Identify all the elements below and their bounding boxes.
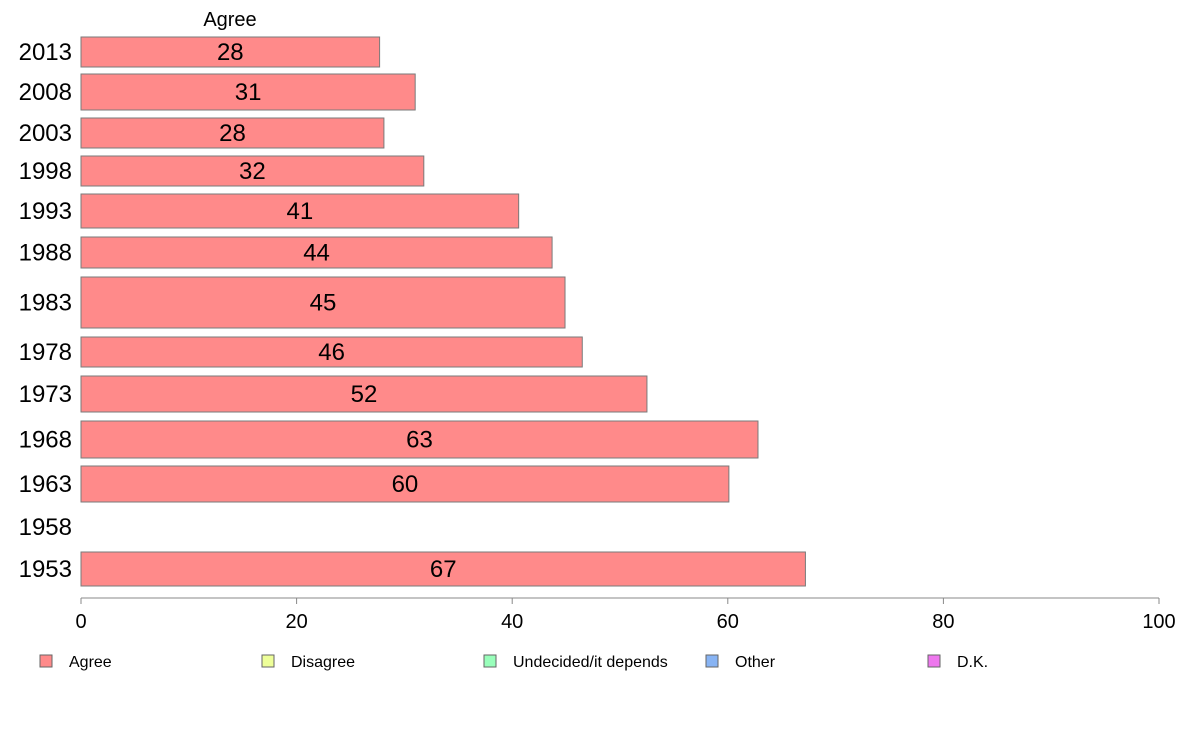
legend-swatch: [39, 654, 53, 668]
x-axis: 0 20 40 60 80 100: [75, 597, 1176, 633]
bar-value-label: 28: [219, 120, 246, 147]
y-tick-label: 1998: [19, 158, 72, 185]
legend-swatch: [483, 654, 497, 668]
series-header: Agree: [203, 9, 256, 31]
legend-label: D.K.: [957, 654, 988, 671]
bar-value-label: 32: [239, 158, 266, 185]
bar-value-label: 67: [430, 556, 457, 583]
legend-label: Agree: [69, 654, 112, 671]
y-tick-label: 1963: [19, 471, 72, 498]
y-tick-label: 2013: [19, 39, 72, 66]
y-tick-label: 1958: [19, 514, 72, 541]
y-tick-label: 1968: [19, 427, 72, 454]
bar: [80, 36, 381, 68]
y-tick-label: 2003: [19, 120, 72, 147]
x-tick-label: 60: [717, 611, 739, 633]
bar-value-label: 52: [351, 381, 378, 408]
bar: [80, 465, 730, 503]
bar: [80, 420, 759, 459]
y-tick-label: 1973: [19, 381, 72, 408]
x-tick-label: 0: [75, 611, 86, 633]
bar: [80, 551, 806, 587]
legend-swatch: [261, 654, 275, 668]
x-tick-label: 100: [1142, 611, 1175, 633]
y-tick-label: 1993: [19, 198, 72, 225]
bar: [80, 155, 425, 187]
bar-value-label: 31: [235, 79, 262, 106]
bar: [80, 276, 566, 329]
x-tick-label: 40: [501, 611, 523, 633]
y-tick-label: 1983: [19, 290, 72, 317]
legend: Agree Disagree Undecided/it depends Other D.…: [39, 654, 988, 671]
bar-value-label: 60: [392, 471, 419, 498]
bar: [80, 193, 520, 229]
bar: [80, 236, 553, 269]
y-tick-label: 1978: [19, 339, 72, 366]
bar-value-label: 41: [286, 198, 313, 225]
bar-value-label: 44: [303, 240, 330, 267]
legend-swatch: [705, 654, 719, 668]
bar-value-label: 45: [310, 290, 337, 317]
legend-label: Disagree: [291, 654, 355, 671]
bars-group: 2013 28 2008 31 2003 28 1998 32 1993 41 1988 44 1983…: [19, 36, 806, 587]
legend-label: Other: [735, 654, 776, 671]
bar: [80, 375, 648, 413]
y-tick-label: 1953: [19, 556, 72, 583]
legend-swatch: [927, 654, 941, 668]
bar: [80, 336, 583, 368]
y-tick-label: 2008: [19, 79, 72, 106]
bar: [80, 73, 416, 111]
legend-label: Undecided/it depends: [513, 654, 668, 671]
bar-value-label: 46: [318, 339, 345, 366]
bar-value-label: 28: [217, 39, 244, 66]
x-tick-label: 20: [285, 611, 307, 633]
bar-value-label: 63: [406, 427, 433, 454]
x-tick-label: 80: [932, 611, 954, 633]
bar: [80, 117, 385, 149]
y-tick-label: 1988: [19, 240, 72, 267]
